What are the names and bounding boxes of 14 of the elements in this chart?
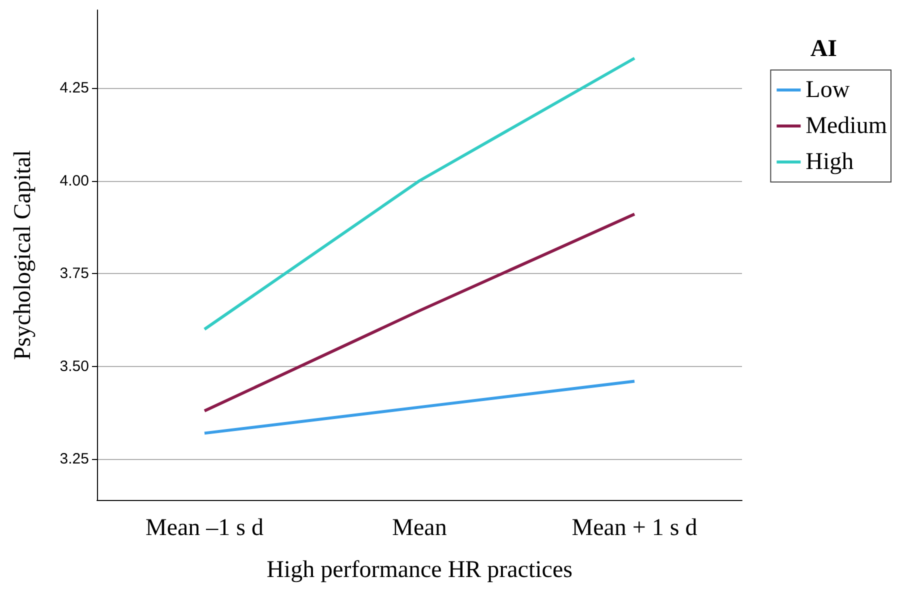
y-tick-label: 3.50 bbox=[60, 358, 89, 375]
x-tick-label: Mean bbox=[392, 515, 447, 541]
x-tick-label: Mean –1 s d bbox=[146, 515, 264, 541]
y-tick-label: 3.25 bbox=[60, 450, 89, 468]
y-tick-label: 4.25 bbox=[60, 79, 89, 96]
y-tick-label: 3.75 bbox=[60, 265, 89, 282]
legend-label: High bbox=[806, 149, 854, 175]
y-tick-label: 4.00 bbox=[60, 172, 89, 190]
legend-label: Low bbox=[806, 77, 850, 103]
x-axis-title: High performance HR practices bbox=[266, 557, 572, 583]
legend-title: AI bbox=[810, 36, 837, 62]
legend-label: Medium bbox=[806, 113, 888, 139]
x-tick-label: Mean + 1 s d bbox=[572, 515, 698, 541]
y-axis-title: Psychological Capital bbox=[10, 150, 36, 360]
